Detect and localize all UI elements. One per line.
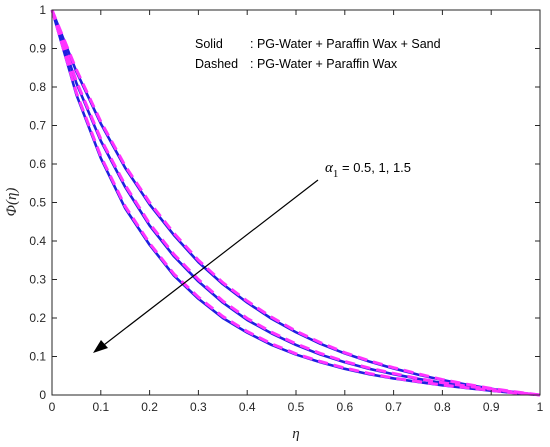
annotation-arrow-shaft — [99, 179, 319, 349]
legend-solid-key: Solid — [195, 37, 223, 51]
y-tick-label: 0.9 — [29, 42, 46, 56]
x-tick-label: 0.6 — [336, 400, 353, 414]
annotation-symbol: α — [325, 160, 334, 176]
legend: Solid : PG-Water + Paraffin Wax + Sand D… — [195, 37, 441, 71]
y-tick-label: 0.7 — [29, 119, 46, 133]
y-tick-label: 0.5 — [29, 196, 46, 210]
y-tick-label: 1 — [39, 3, 46, 17]
series-layer — [50, 9, 541, 397]
series-line-dashed-2 — [50, 9, 541, 397]
x-axis-label: η — [292, 426, 299, 442]
y-tick-label: 0 — [39, 388, 46, 402]
x-tick-label: 1 — [537, 400, 544, 414]
x-tick-label: 0.5 — [288, 400, 305, 414]
x-tick-label: 0.3 — [190, 400, 207, 414]
y-axis: 0 0.1 0.2 0.3 0.4 0.5 0.6 0.7 0.8 0.9 1 — [29, 3, 540, 402]
y-tick-label: 0.2 — [29, 311, 46, 325]
annotation-arrow-head — [93, 340, 108, 353]
annotation-label: α1 = 0.5, 1, 1.5 — [325, 160, 411, 180]
annotation-subscript: 1 — [333, 168, 339, 180]
y-tick-label: 0.1 — [29, 350, 46, 364]
annotation: α1 = 0.5, 1, 1.5 — [93, 160, 411, 353]
x-tick-label: 0.4 — [239, 400, 256, 414]
x-tick-label: 0.9 — [483, 400, 500, 414]
x-tick-label: 0.2 — [141, 400, 158, 414]
annotation-values: = 0.5, 1, 1.5 — [338, 160, 411, 175]
x-axis: 0 0.1 0.2 0.3 0.4 0.5 0.6 0.7 0.8 0.9 1 — [49, 10, 544, 414]
legend-dashed-value: : PG-Water + Paraffin Wax — [250, 57, 398, 71]
y-tick-label: 0.8 — [29, 80, 46, 94]
x-tick-label: 0.7 — [385, 400, 402, 414]
x-tick-label: 0.8 — [434, 400, 451, 414]
series-line-dashed-1 — [50, 9, 541, 397]
x-tick-label: 0.1 — [92, 400, 109, 414]
x-tick-label: 0 — [49, 400, 56, 414]
y-tick-label: 0.4 — [29, 234, 46, 248]
y-tick-label: 0.3 — [29, 273, 46, 287]
legend-dashed-key: Dashed — [195, 57, 238, 71]
y-axis-label: Φ(η) — [4, 188, 20, 217]
legend-solid-value: : PG-Water + Paraffin Wax + Sand — [250, 37, 441, 51]
series-line-dashed-3 — [50, 9, 541, 397]
y-tick-label: 0.6 — [29, 157, 46, 171]
